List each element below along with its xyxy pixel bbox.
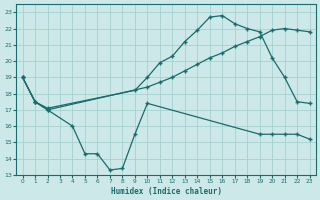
X-axis label: Humidex (Indice chaleur): Humidex (Indice chaleur) <box>111 187 221 196</box>
